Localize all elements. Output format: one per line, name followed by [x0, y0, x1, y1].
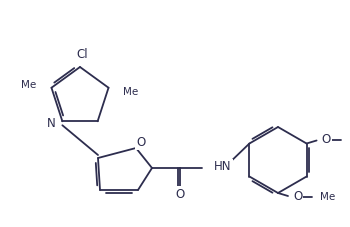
Text: Me: Me [349, 135, 350, 145]
Text: N: N [47, 117, 55, 130]
Text: O: O [322, 133, 331, 146]
Text: Me: Me [320, 192, 335, 202]
Text: Cl: Cl [76, 47, 88, 61]
Text: O: O [136, 136, 146, 148]
Text: HN: HN [214, 160, 231, 173]
Text: Me: Me [21, 80, 36, 90]
Text: Me: Me [122, 87, 138, 97]
Text: O: O [293, 190, 302, 203]
Text: O: O [175, 188, 185, 200]
